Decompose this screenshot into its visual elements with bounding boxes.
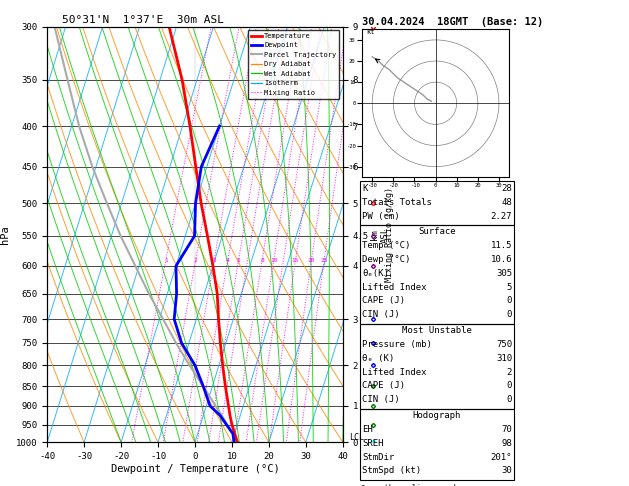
Text: Mixing Ratio (g/kg): Mixing Ratio (g/kg) (386, 187, 394, 282)
Text: θₑ(K): θₑ(K) (362, 269, 389, 278)
Text: 0: 0 (506, 310, 512, 319)
Text: Most Unstable: Most Unstable (402, 326, 472, 335)
Text: 15: 15 (292, 258, 299, 262)
Text: 48: 48 (501, 198, 512, 207)
Text: 2.27: 2.27 (491, 212, 512, 221)
Text: 30.04.2024  18GMT  (Base: 12): 30.04.2024 18GMT (Base: 12) (362, 17, 543, 27)
Text: 0: 0 (506, 395, 512, 404)
Text: Lifted Index: Lifted Index (362, 367, 427, 377)
Text: 28: 28 (501, 184, 512, 193)
Text: Lifted Index: Lifted Index (362, 282, 427, 292)
Text: 10: 10 (270, 258, 277, 262)
Text: StmDir: StmDir (362, 452, 394, 462)
Text: 11.5: 11.5 (491, 241, 512, 250)
Y-axis label: hPa: hPa (1, 225, 11, 244)
Text: 30: 30 (501, 467, 512, 475)
Text: Pressure (mb): Pressure (mb) (362, 340, 432, 349)
Text: LCL: LCL (348, 433, 364, 442)
Text: Dewp (°C): Dewp (°C) (362, 255, 411, 264)
Text: θₑ (K): θₑ (K) (362, 354, 394, 363)
Text: K: K (362, 184, 368, 193)
Text: 1: 1 (164, 258, 168, 262)
Text: CAPE (J): CAPE (J) (362, 296, 405, 305)
Text: StmSpd (kt): StmSpd (kt) (362, 467, 421, 475)
Text: © weatheronline.co.uk: © weatheronline.co.uk (361, 484, 458, 486)
Text: Totals Totals: Totals Totals (362, 198, 432, 207)
Text: 2: 2 (194, 258, 198, 262)
Text: 310: 310 (496, 354, 512, 363)
Text: 20: 20 (308, 258, 315, 262)
Text: 305: 305 (496, 269, 512, 278)
Text: Surface: Surface (418, 227, 455, 236)
Text: 0: 0 (506, 296, 512, 305)
Text: 50°31'N  1°37'E  30m ASL: 50°31'N 1°37'E 30m ASL (62, 15, 224, 25)
Legend: Temperature, Dewpoint, Parcel Trajectory, Dry Adiabat, Wet Adiabat, Isotherm, Mi: Temperature, Dewpoint, Parcel Trajectory… (248, 30, 339, 99)
Text: EH: EH (362, 425, 373, 434)
Text: 70: 70 (501, 425, 512, 434)
Text: CIN (J): CIN (J) (362, 310, 400, 319)
Text: CIN (J): CIN (J) (362, 395, 400, 404)
Text: 25: 25 (320, 258, 328, 262)
Text: 5: 5 (237, 258, 240, 262)
Text: PW (cm): PW (cm) (362, 212, 400, 221)
Text: 4: 4 (226, 258, 230, 262)
Text: 0: 0 (506, 382, 512, 390)
Text: 98: 98 (501, 439, 512, 448)
Text: 5: 5 (506, 282, 512, 292)
Text: Hodograph: Hodograph (413, 411, 461, 420)
Text: 8: 8 (260, 258, 264, 262)
Text: 3: 3 (212, 258, 216, 262)
Text: kt: kt (366, 29, 374, 35)
Text: SREH: SREH (362, 439, 384, 448)
Text: 750: 750 (496, 340, 512, 349)
Text: 201°: 201° (491, 452, 512, 462)
Text: 2: 2 (506, 367, 512, 377)
Text: CAPE (J): CAPE (J) (362, 382, 405, 390)
Text: 10.6: 10.6 (491, 255, 512, 264)
Y-axis label: km
ASL: km ASL (370, 226, 389, 243)
X-axis label: Dewpoint / Temperature (°C): Dewpoint / Temperature (°C) (111, 464, 279, 474)
Text: Temp (°C): Temp (°C) (362, 241, 411, 250)
